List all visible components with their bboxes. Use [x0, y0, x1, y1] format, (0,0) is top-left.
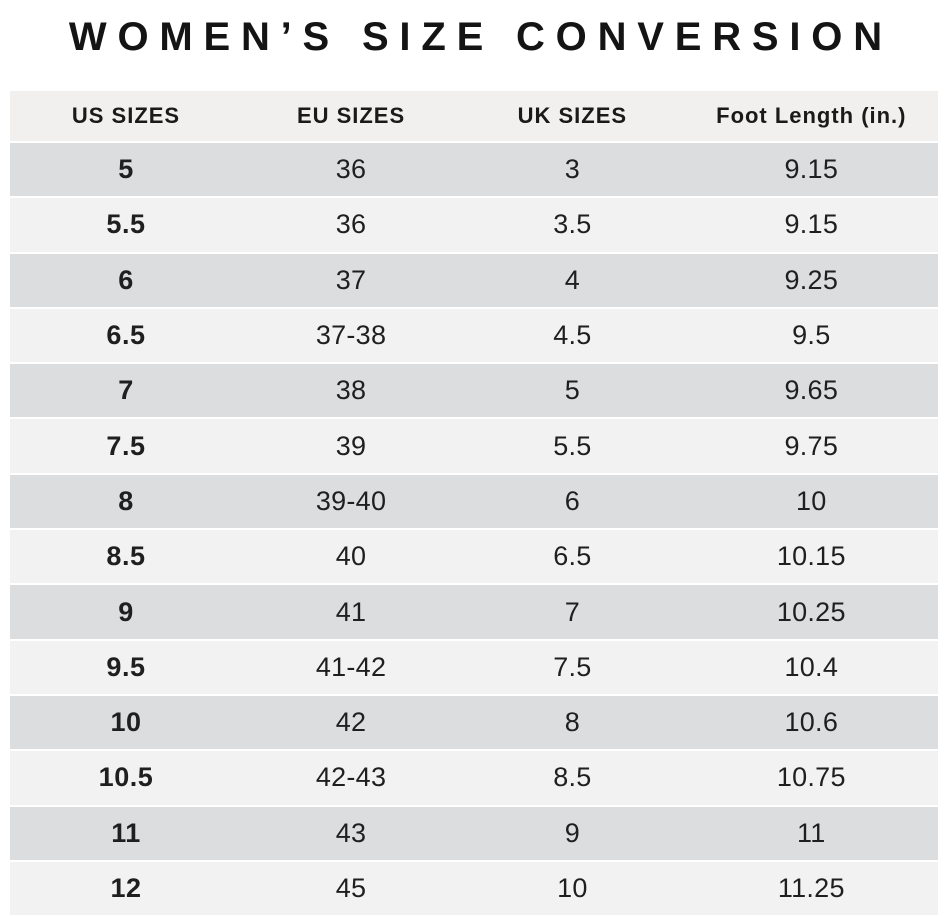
size-cell: 10.4 [784, 651, 839, 682]
size-cell: 9.15 [784, 154, 839, 185]
size-cell: 10 [796, 485, 827, 516]
size-cell: 41-42 [315, 651, 387, 682]
table-row: 10 42 8 10.6 [10, 695, 938, 750]
size-cell: 8.5 [553, 762, 592, 793]
us-size-cell: 6.5 [106, 320, 146, 351]
column-header-0: US SIZES [71, 103, 181, 128]
size-cell: 40 [335, 541, 367, 572]
us-size-cell: 7 [118, 375, 134, 406]
size-cell: 3.5 [553, 209, 592, 240]
table-row: 10.5 42-43 8.5 10.75 [10, 751, 938, 805]
size-cell: 42 [335, 707, 367, 738]
us-size-cell: 8.5 [106, 541, 146, 572]
column-header-1: EU SIZES [296, 103, 406, 128]
size-cell: 9.5 [792, 320, 831, 351]
us-size-cell: 11 [111, 817, 141, 848]
size-cell: 5.5 [553, 430, 592, 461]
table-row: 7.5 39 5.5 9.75 [10, 419, 938, 473]
table-body: 5 36 3 9.15 5.5 36 3.5 9.15 6 37 4 9.25 6.5 37-38 4.5 9… [10, 143, 938, 916]
us-size-cell: 7.5 [106, 430, 146, 461]
size-cell: 11 [797, 817, 826, 848]
size-cell: 37-38 [315, 320, 387, 351]
us-size-cell: 9.5 [106, 651, 146, 682]
table-row: 9 41 7 10.25 [10, 585, 938, 639]
size-cell: 11.25 [777, 873, 845, 903]
size-cell: 3 [564, 154, 580, 185]
size-cell: 7.5 [553, 651, 592, 682]
us-size-cell: 8 [118, 485, 134, 516]
us-size-cell: 12 [110, 873, 142, 903]
size-cell: 10.25 [776, 596, 846, 627]
table-row: 6 37 4 9.25 [10, 253, 938, 307]
size-cell: 6.5 [553, 541, 592, 572]
us-size-cell: 6 [118, 264, 134, 295]
table-row: 5.5 36 3.5 9.15 [10, 198, 938, 252]
size-cell: 10.6 [784, 707, 839, 738]
size-cell: 41 [335, 596, 367, 627]
column-header-3: Foot Length (in.) [716, 103, 907, 128]
size-cell: 10 [557, 873, 588, 903]
table-row: 11 43 9 11 [10, 806, 938, 860]
size-cell: 36 [335, 154, 367, 185]
column-header-2: UK SIZES [517, 103, 628, 128]
size-cell: 9 [564, 817, 580, 848]
size-cell: 37 [335, 264, 367, 295]
size-conversion-table: US SIZES EU SIZES UK SIZES Foot Length (in.… [10, 91, 938, 916]
size-cell: 43 [335, 817, 367, 848]
table-row: 5 36 3 9.15 [10, 143, 938, 197]
size-cell: 4 [564, 264, 580, 295]
size-cell: 36 [335, 209, 367, 240]
table-row: 7 38 5 9.65 [10, 364, 938, 418]
us-size-cell: 5.5 [106, 209, 146, 240]
size-cell: 42-43 [315, 762, 387, 793]
size-cell: 7 [564, 596, 580, 627]
size-cell: 9.75 [784, 430, 839, 461]
size-cell: 9.15 [784, 209, 839, 240]
table-row: 9.5 41-42 7.5 10.4 [10, 640, 938, 694]
table-row: 12 45 10 11.25 [10, 861, 938, 916]
size-cell: 10.15 [776, 541, 846, 572]
size-cell: 45 [335, 873, 367, 903]
size-cell: 10.75 [776, 762, 846, 793]
table-row: 8.5 40 6.5 10.15 [10, 530, 938, 584]
page-title: WOMEN’S SIZE CONVERSION [68, 15, 893, 59]
size-cell: 38 [335, 375, 367, 406]
us-size-cell: 10 [110, 707, 142, 738]
size-cell: 4.5 [553, 320, 592, 351]
table-header-row: US SIZES EU SIZES UK SIZES Foot Length (in.… [10, 91, 938, 141]
table-row: 8 39-40 6 10 [10, 474, 938, 529]
table-row: 6.5 37-38 4.5 9.5 [10, 308, 938, 363]
size-cell: 39 [335, 430, 367, 461]
size-cell: 6 [564, 485, 580, 516]
us-size-cell: 10.5 [98, 762, 154, 793]
size-cell: 8 [564, 707, 580, 738]
size-cell: 5 [564, 375, 580, 406]
size-cell: 39-40 [315, 485, 387, 516]
size-cell: 9.65 [784, 375, 839, 406]
size-cell: 9.25 [784, 264, 839, 295]
us-size-cell: 9 [118, 596, 134, 627]
us-size-cell: 5 [118, 154, 134, 185]
